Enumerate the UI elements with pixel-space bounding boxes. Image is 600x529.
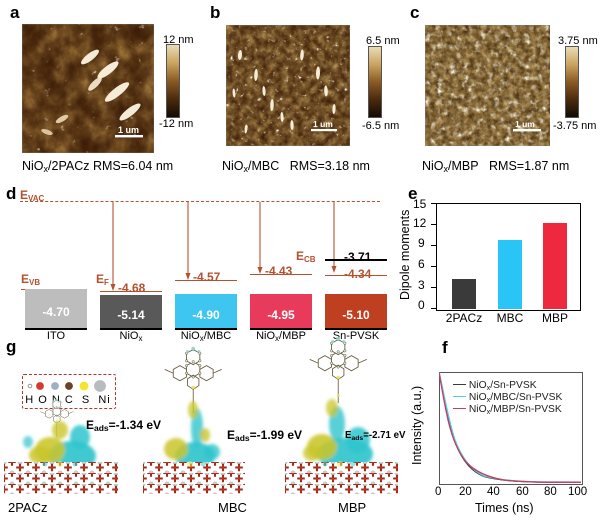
- svg-text:1 um: 1 um: [515, 119, 535, 129]
